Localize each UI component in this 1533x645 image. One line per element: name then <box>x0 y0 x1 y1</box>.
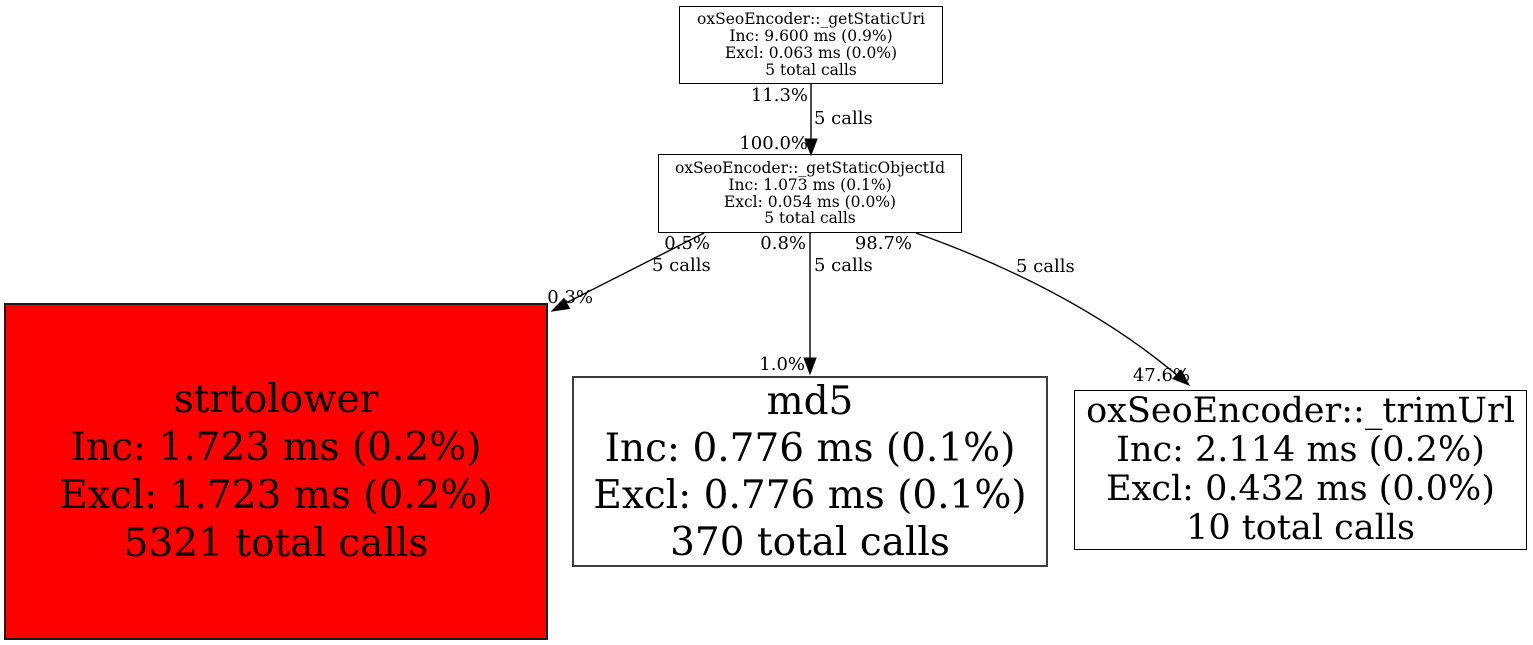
node-inclusive-time: Inc: 1.723 ms (0.2%) <box>70 424 482 470</box>
edge-head-percent: 1.0% <box>759 354 805 375</box>
node-inclusive-time: Inc: 2.114 ms (0.2%) <box>1116 430 1485 470</box>
edge-head-percent: 47.6% <box>1132 365 1190 386</box>
edge-tail-percent: 98.7% <box>854 233 912 254</box>
edge-calls-label: 5 calls <box>652 255 711 276</box>
edge-tail-percent: 0.5% <box>664 233 710 254</box>
node-trimurl: oxSeoEncoder::_trimUrl Inc: 2.114 ms (0.… <box>1074 390 1527 550</box>
node-exclusive-time: Excl: 0.432 ms (0.0%) <box>1106 469 1495 509</box>
node-exclusive-time: Excl: 0.776 ms (0.1%) <box>593 472 1027 518</box>
node-total-calls: 5321 total calls <box>123 520 429 566</box>
node-title: oxSeoEncoder::_getStaticObjectId <box>674 158 946 177</box>
node-total-calls: 10 total calls <box>1186 508 1415 548</box>
edge-calls-label: 5 calls <box>814 255 873 276</box>
edge-calls-label: 5 calls <box>814 108 873 129</box>
node-md5: md5 Inc: 0.776 ms (0.1%) Excl: 0.776 ms … <box>572 376 1048 567</box>
node-total-calls: 5 total calls <box>765 60 857 79</box>
node-inclusive-time: Inc: 9.600 ms (0.9%) <box>729 27 893 46</box>
node-total-calls: 5 total calls <box>764 209 856 228</box>
node-title: md5 <box>766 378 854 424</box>
node-inclusive-time: Inc: 1.073 ms (0.1%) <box>728 175 892 194</box>
node-exclusive-time: Excl: 0.063 ms (0.0%) <box>724 44 898 62</box>
node-getstaticobjectid: oxSeoEncoder::_getStaticObjectId Inc: 1.… <box>658 154 962 233</box>
node-title: oxSeoEncoder::_trimUrl <box>1086 391 1515 431</box>
edge-head-percent: 0.3% <box>547 287 593 308</box>
edge-tail-percent: 11.3% <box>750 85 808 106</box>
node-title: strtolower <box>173 376 379 422</box>
node-title: oxSeoEncoder::_getStaticUri <box>697 10 925 29</box>
edge-tail-percent: 0.8% <box>760 233 806 254</box>
node-inclusive-time: Inc: 0.776 ms (0.1%) <box>604 425 1016 471</box>
node-getstaticuri: oxSeoEncoder::_getStaticUri Inc: 9.600 m… <box>679 6 943 84</box>
edge-calls-label: 5 calls <box>1016 256 1075 277</box>
node-exclusive-time: Excl: 0.054 ms (0.0%) <box>723 192 897 211</box>
node-total-calls: 370 total calls <box>670 519 950 565</box>
node-strtolower-hotspot: strtolower Inc: 1.723 ms (0.2%) Excl: 1.… <box>4 303 548 640</box>
node-exclusive-time: Excl: 1.723 ms (0.2%) <box>59 472 493 518</box>
edge-head-percent: 100.0% <box>739 133 808 154</box>
